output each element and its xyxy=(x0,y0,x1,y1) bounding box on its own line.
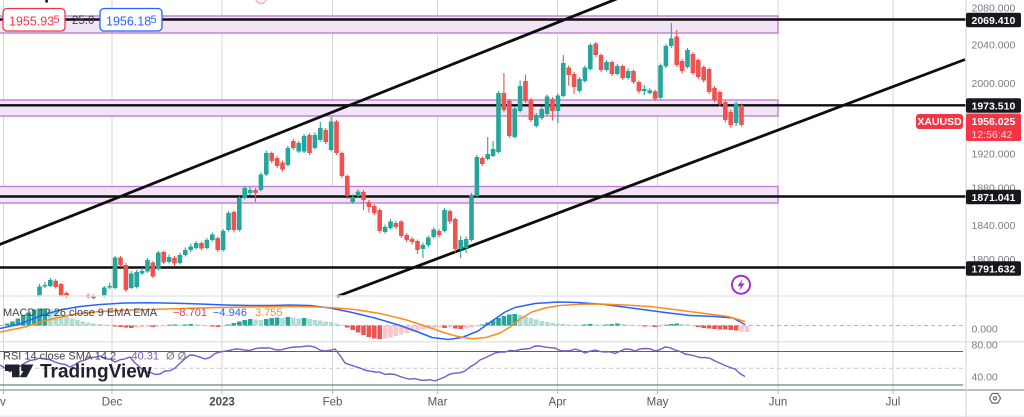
svg-text:3.755: 3.755 xyxy=(255,307,283,319)
svg-text:1955.93: 1955.93 xyxy=(9,15,54,29)
svg-text:80.00: 80.00 xyxy=(972,340,998,352)
svg-text:−4.946: −4.946 xyxy=(213,307,247,319)
svg-text:1840.000: 1840.000 xyxy=(972,220,1016,232)
svg-text:1956.18: 1956.18 xyxy=(106,15,151,29)
svg-text:Apr: Apr xyxy=(549,397,567,409)
svg-text:40.00: 40.00 xyxy=(972,372,998,384)
svg-text:1871.041: 1871.041 xyxy=(972,192,1016,204)
svg-text:Jul: Jul xyxy=(886,397,901,409)
svg-text:RSI 14 close SMA 14 2: RSI 14 close SMA 14 2 xyxy=(3,351,116,363)
svg-text:25.0: 25.0 xyxy=(72,15,94,27)
svg-text:2040.000: 2040.000 xyxy=(972,40,1016,52)
svg-text:v: v xyxy=(0,397,6,409)
svg-text:2080.000: 2080.000 xyxy=(972,3,1016,15)
svg-text:5: 5 xyxy=(151,14,157,26)
svg-text:TradingView: TradingView xyxy=(40,362,152,383)
svg-text:1791.632: 1791.632 xyxy=(972,263,1016,275)
svg-text:MACD 12 26 close 9 EMA EMA: MACD 12 26 close 9 EMA EMA xyxy=(3,307,158,319)
svg-text:2023: 2023 xyxy=(209,397,235,409)
svg-text:5: 5 xyxy=(54,14,60,26)
svg-text:0.000: 0.000 xyxy=(972,324,998,336)
svg-text:XAUUSD: XAUUSD xyxy=(917,116,962,128)
svg-text:Mar: Mar xyxy=(428,397,448,409)
svg-text:Ø Ø: Ø Ø xyxy=(166,351,187,363)
svg-text:12:56:42: 12:56:42 xyxy=(972,129,1013,141)
svg-text:Jun: Jun xyxy=(769,397,788,409)
svg-text:40.31: 40.31 xyxy=(132,351,160,363)
svg-text:−8.701: −8.701 xyxy=(173,307,207,319)
svg-text:2069.410: 2069.410 xyxy=(972,15,1016,27)
svg-text:2000.000: 2000.000 xyxy=(972,78,1016,90)
svg-text:Dec: Dec xyxy=(102,397,123,409)
svg-text:1956.025: 1956.025 xyxy=(972,116,1016,128)
svg-text:Feb: Feb xyxy=(323,397,343,409)
svg-text:1973.510: 1973.510 xyxy=(972,100,1016,112)
svg-text:1920.000: 1920.000 xyxy=(972,149,1016,161)
svg-text:May: May xyxy=(647,397,669,409)
